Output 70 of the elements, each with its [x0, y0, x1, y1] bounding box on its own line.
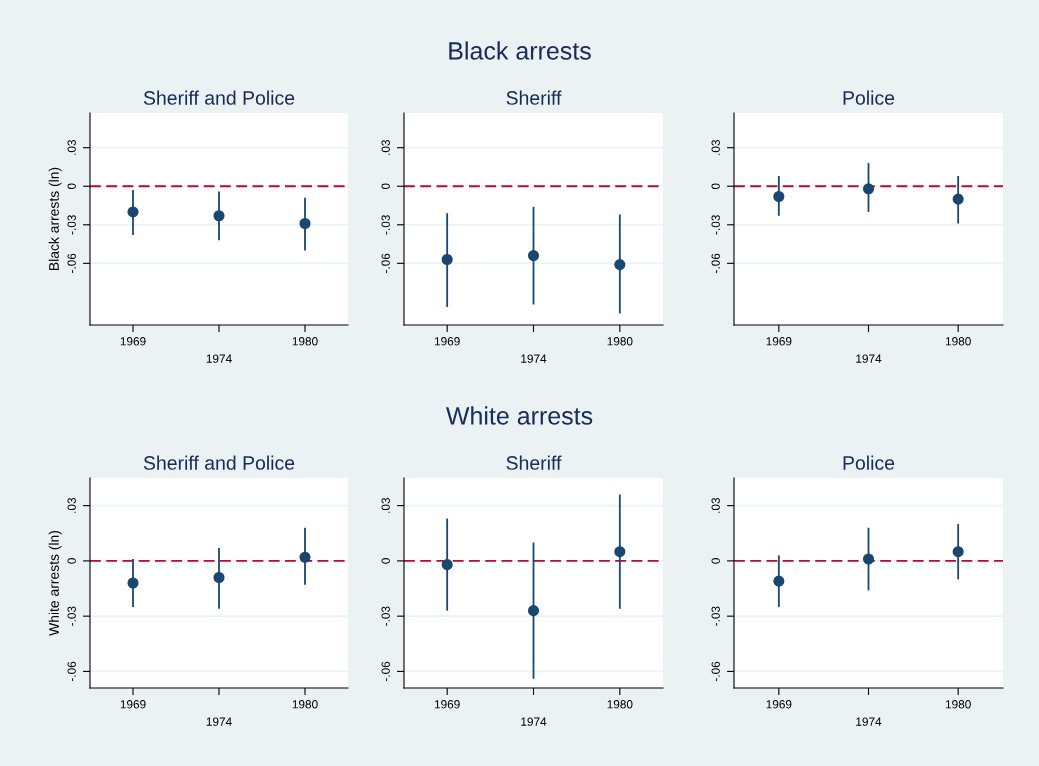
y-tick-label: .03 [381, 140, 390, 155]
y-tick-label: .03 [381, 497, 390, 513]
point [527, 605, 540, 617]
y-tick-label: 0 [711, 183, 720, 190]
point [299, 217, 311, 230]
point [441, 559, 453, 571]
point [952, 193, 964, 205]
point [213, 571, 225, 584]
y-tick-label: 0 [381, 183, 390, 190]
y-tick-label: -.06 [381, 253, 390, 273]
y-tick-label: -.06 [381, 661, 390, 682]
y-tick-label: -.06 [711, 253, 720, 273]
x-tick-label: 1980 [292, 337, 318, 346]
y-tick-label: .03 [67, 497, 76, 513]
y-tick-label: -.03 [381, 606, 390, 626]
chart-title: Sheriff and Police [143, 455, 295, 470]
y-tick-label: -.06 [711, 661, 720, 682]
y-tick-label: -.03 [711, 215, 720, 235]
x-tick-label: 1974 [206, 717, 232, 726]
x-tick-label: 1969 [434, 700, 460, 709]
point [862, 183, 875, 195]
y-tick-label: .03 [711, 140, 720, 155]
x-tick-label: 1974 [521, 354, 547, 363]
x-tick-label: 1980 [945, 700, 971, 709]
y-tick-label: -.03 [67, 215, 76, 235]
x-tick-label: 1974 [521, 717, 547, 726]
point [127, 577, 139, 589]
y-tick-label: -.06 [67, 253, 76, 273]
x-tick-label: 1969 [766, 337, 792, 346]
y-tick-label: -.03 [711, 606, 720, 626]
y-axis-title: White arrests (ln) [48, 531, 62, 636]
y-tick-label: -.03 [381, 215, 390, 235]
y-tick-label: -.06 [67, 661, 76, 682]
y-tick-label: 0 [67, 558, 76, 564]
point [862, 553, 875, 565]
point [213, 210, 225, 222]
y-tick-label: 0 [711, 558, 720, 564]
x-tick-label: 1974 [206, 354, 232, 363]
point [614, 259, 626, 271]
chart-title: Police [843, 90, 895, 105]
point [527, 250, 540, 262]
x-tick-label: 1974 [856, 717, 882, 726]
point [127, 206, 139, 218]
text: White arrests [445, 406, 593, 425]
y-axis-title: Black arrests (ln) [48, 167, 62, 270]
point [952, 546, 964, 558]
point [773, 575, 785, 587]
chart-title: Sheriff and Police [143, 90, 295, 105]
y-tick-label: 0 [381, 558, 390, 564]
y-tick-label: -.03 [67, 606, 76, 626]
point [614, 546, 626, 558]
chart-title: Sheriff [506, 90, 562, 105]
x-tick-label: 1980 [292, 700, 318, 709]
chart-title: Police [843, 455, 895, 470]
point [441, 253, 453, 266]
x-tick-label: 1969 [434, 337, 460, 346]
y-tick-label: 0 [67, 183, 76, 190]
chart-title: Sheriff [506, 455, 562, 470]
y-tick-label: .03 [711, 497, 720, 513]
x-tick-label: 1980 [945, 337, 971, 346]
x-tick-label: 1980 [607, 337, 633, 346]
x-tick-label: 1969 [120, 337, 146, 346]
x-tick-label: 1969 [120, 700, 146, 709]
x-tick-label: 1969 [766, 700, 792, 709]
text: Black arrests [449, 41, 591, 60]
y-tick-label: .03 [67, 140, 76, 155]
point [299, 551, 311, 563]
x-tick-label: 1974 [856, 354, 882, 363]
x-tick-label: 1980 [607, 700, 633, 709]
point [773, 190, 785, 203]
